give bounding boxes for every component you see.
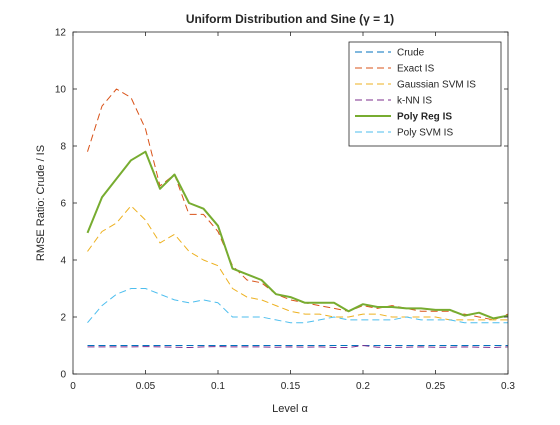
x-axis-label: Level α: [272, 403, 308, 415]
y-axis-label: RMSE Ratio: Crude / IS: [35, 145, 47, 261]
legend: Crude Exact IS Gaussian SVM IS k-NN IS Poly …: [348, 41, 502, 147]
x-tick-label: 0.15: [281, 381, 301, 392]
chart-title: Uniform Distribution and Sine (γ = 1): [186, 12, 394, 26]
x-tick-label: 0.2: [356, 381, 370, 392]
y-axis: 0 2 4 6 8 10 12: [55, 28, 508, 381]
x-tick-label: 0.1: [211, 381, 225, 392]
series-line-poly-svm-is: [87, 288, 508, 324]
legend-box: [348, 41, 502, 147]
x-tick-label: 0.05: [136, 381, 156, 392]
y-tick-label: 10: [55, 85, 67, 96]
legend-label: Crude: [397, 48, 425, 59]
legend-label: Poly Reg IS: [397, 112, 452, 123]
legend-label: k-NN IS: [397, 96, 432, 107]
y-tick-label: 12: [55, 28, 67, 39]
series-layer: [86, 88, 509, 348]
x-axis: 0 0.05 0.1 0.15 0.2 0.25 0.3: [70, 32, 515, 392]
series-line-exact-is: [87, 88, 509, 321]
x-tick-label: 0.3: [501, 381, 515, 392]
series-line-k-nn-is: [87, 345, 509, 348]
series-line-gaussian-svm-is: [87, 205, 508, 321]
y-tick-label: 8: [60, 142, 66, 153]
y-tick-label: 0: [60, 370, 66, 381]
y-tick-label: 4: [60, 256, 66, 267]
legend-label: Poly SVM IS: [397, 128, 453, 139]
x-tick-label: 0: [70, 381, 76, 392]
legend-label: Exact IS: [397, 64, 435, 75]
y-tick-label: 6: [60, 199, 66, 210]
series-line-poly-reg-is: [86, 150, 509, 320]
x-tick-label: 0.25: [426, 381, 446, 392]
y-tick-label: 2: [60, 313, 66, 324]
legend-label: Gaussian SVM IS: [397, 80, 476, 91]
